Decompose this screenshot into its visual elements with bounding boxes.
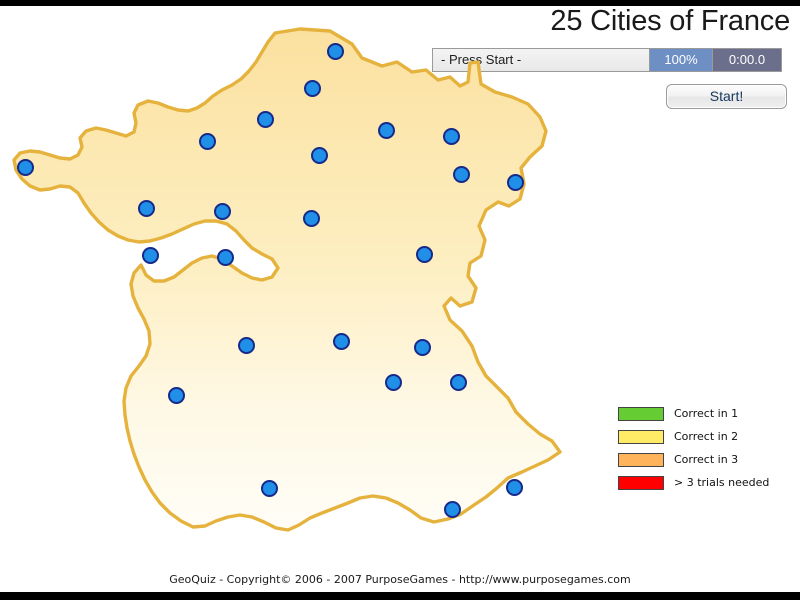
- city-marker-8[interactable]: [452, 165, 470, 183]
- top-chrome-bar: [0, 0, 800, 6]
- city-marker-17[interactable]: [237, 336, 255, 354]
- legend-row: Correct in 3: [618, 448, 793, 471]
- legend-label: Correct in 2: [674, 430, 739, 443]
- legend-swatch: [618, 475, 664, 490]
- city-marker-23[interactable]: [260, 479, 278, 497]
- legend-swatch: [618, 406, 664, 421]
- legend-row: > 3 trials needed: [618, 471, 793, 494]
- legend-label: Correct in 3: [674, 453, 739, 466]
- legend: Correct in 1 Correct in 2 Correct in 3 > 3 …: [618, 402, 793, 494]
- city-marker-18[interactable]: [332, 332, 350, 350]
- city-marker-5[interactable]: [377, 121, 395, 139]
- city-marker-25[interactable]: [505, 478, 523, 496]
- city-marker-16[interactable]: [415, 245, 433, 263]
- city-marker-13[interactable]: [302, 209, 320, 227]
- city-marker-3[interactable]: [256, 110, 274, 128]
- start-button[interactable]: Start!: [666, 84, 787, 109]
- footer-credit: GeoQuiz - Copyright© 2006 - 2007 Purpose…: [169, 573, 631, 586]
- city-marker-20[interactable]: [384, 373, 402, 391]
- page-title: 25 Cities of France: [550, 5, 790, 37]
- legend-label: Correct in 1: [674, 407, 739, 420]
- city-marker-11[interactable]: [137, 199, 155, 217]
- status-timer: 0:00.0: [713, 49, 781, 71]
- status-progress-bar: - Press Start - 100% 0:00.0: [432, 48, 782, 72]
- city-marker-15[interactable]: [216, 248, 234, 266]
- legend-row: Correct in 2: [618, 425, 793, 448]
- city-marker-10[interactable]: [16, 158, 34, 176]
- france-outline-path: [12, 27, 562, 532]
- city-marker-19[interactable]: [413, 338, 431, 356]
- city-marker-22[interactable]: [167, 386, 185, 404]
- city-marker-1[interactable]: [326, 42, 344, 60]
- city-marker-9[interactable]: [506, 173, 524, 191]
- legend-label: > 3 trials needed: [674, 476, 770, 489]
- city-marker-14[interactable]: [141, 246, 159, 264]
- city-marker-7[interactable]: [310, 146, 328, 164]
- city-marker-2[interactable]: [303, 79, 321, 97]
- legend-swatch: [618, 429, 664, 444]
- city-marker-6[interactable]: [442, 127, 460, 145]
- legend-swatch: [618, 452, 664, 467]
- city-marker-21[interactable]: [449, 373, 467, 391]
- city-marker-12[interactable]: [213, 202, 231, 220]
- bottom-chrome-bar: [0, 592, 800, 600]
- city-marker-24[interactable]: [443, 500, 461, 518]
- status-message: - Press Start -: [433, 49, 650, 71]
- city-marker-4[interactable]: [198, 132, 216, 150]
- legend-row: Correct in 1: [618, 402, 793, 425]
- status-percent: 100%: [650, 49, 713, 71]
